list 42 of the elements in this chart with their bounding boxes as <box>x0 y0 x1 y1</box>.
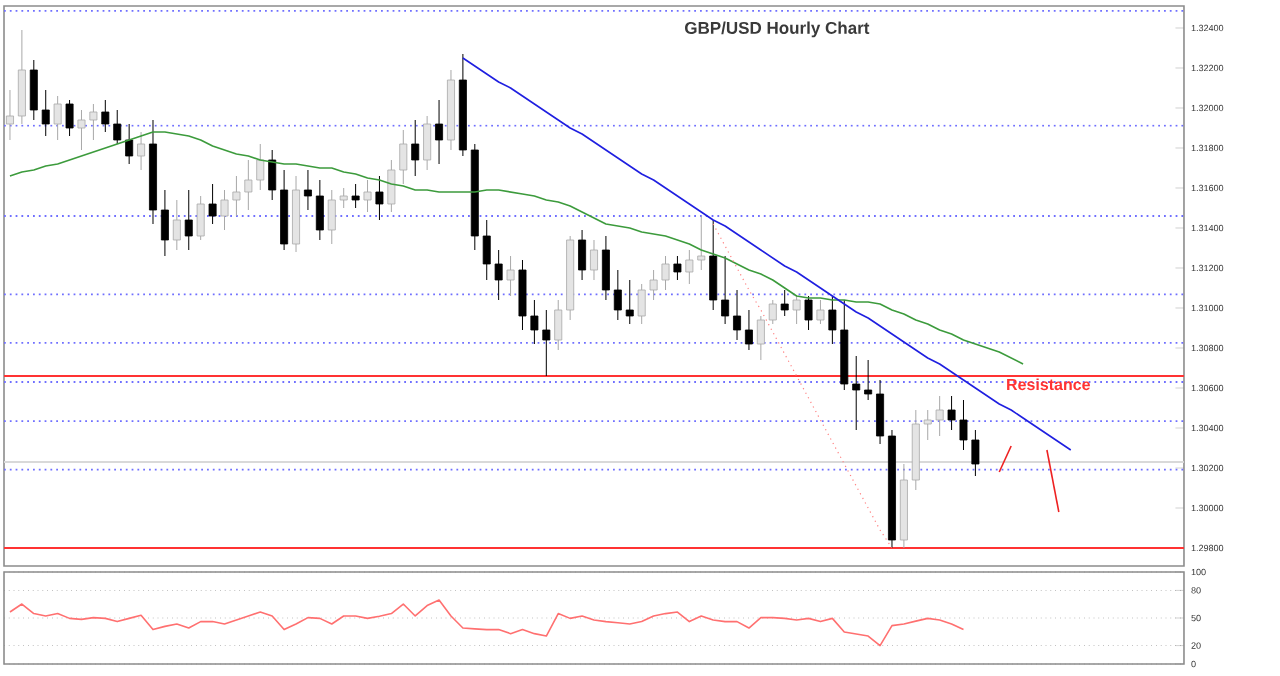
candlestick <box>268 149 277 201</box>
candlestick <box>435 99 444 165</box>
candlestick <box>423 115 432 171</box>
candlestick <box>303 169 312 211</box>
candlestick <box>804 295 813 331</box>
candlestick <box>709 219 718 311</box>
candlestick <box>411 119 420 177</box>
candlestick <box>613 269 622 321</box>
ref-line-label: Resistance <box>1007 378 1090 391</box>
candlestick <box>351 183 360 209</box>
candlestick <box>816 299 825 325</box>
candlestick <box>756 315 765 361</box>
candlestick <box>506 255 515 297</box>
candlestick <box>792 295 801 325</box>
candlestick <box>578 229 587 281</box>
candlestick <box>721 255 730 325</box>
candlestick <box>363 179 372 213</box>
candlestick <box>315 179 324 241</box>
candlestick <box>65 99 74 137</box>
candlestick <box>375 175 384 221</box>
candlestick <box>601 235 610 301</box>
candlestick <box>673 255 682 281</box>
text: GBP/USD Hourly Chart <box>685 21 870 38</box>
candlestick <box>184 189 193 251</box>
candlestick <box>780 289 789 317</box>
candlestick <box>125 123 134 165</box>
candlestick <box>17 29 26 125</box>
candlestick <box>160 189 169 257</box>
candlestick <box>137 131 146 171</box>
candlestick <box>876 379 885 445</box>
candlestick <box>864 359 873 401</box>
candlestick <box>768 299 777 325</box>
candlestick <box>554 299 563 351</box>
candlestick <box>196 195 205 241</box>
candlestick <box>625 279 634 325</box>
candlestick <box>744 309 753 351</box>
candlestick <box>53 95 62 141</box>
candlestick <box>208 183 217 225</box>
candlestick <box>5 89 14 141</box>
candlestick <box>733 289 741 341</box>
candlestick <box>590 239 598 281</box>
candlestick <box>172 199 181 251</box>
